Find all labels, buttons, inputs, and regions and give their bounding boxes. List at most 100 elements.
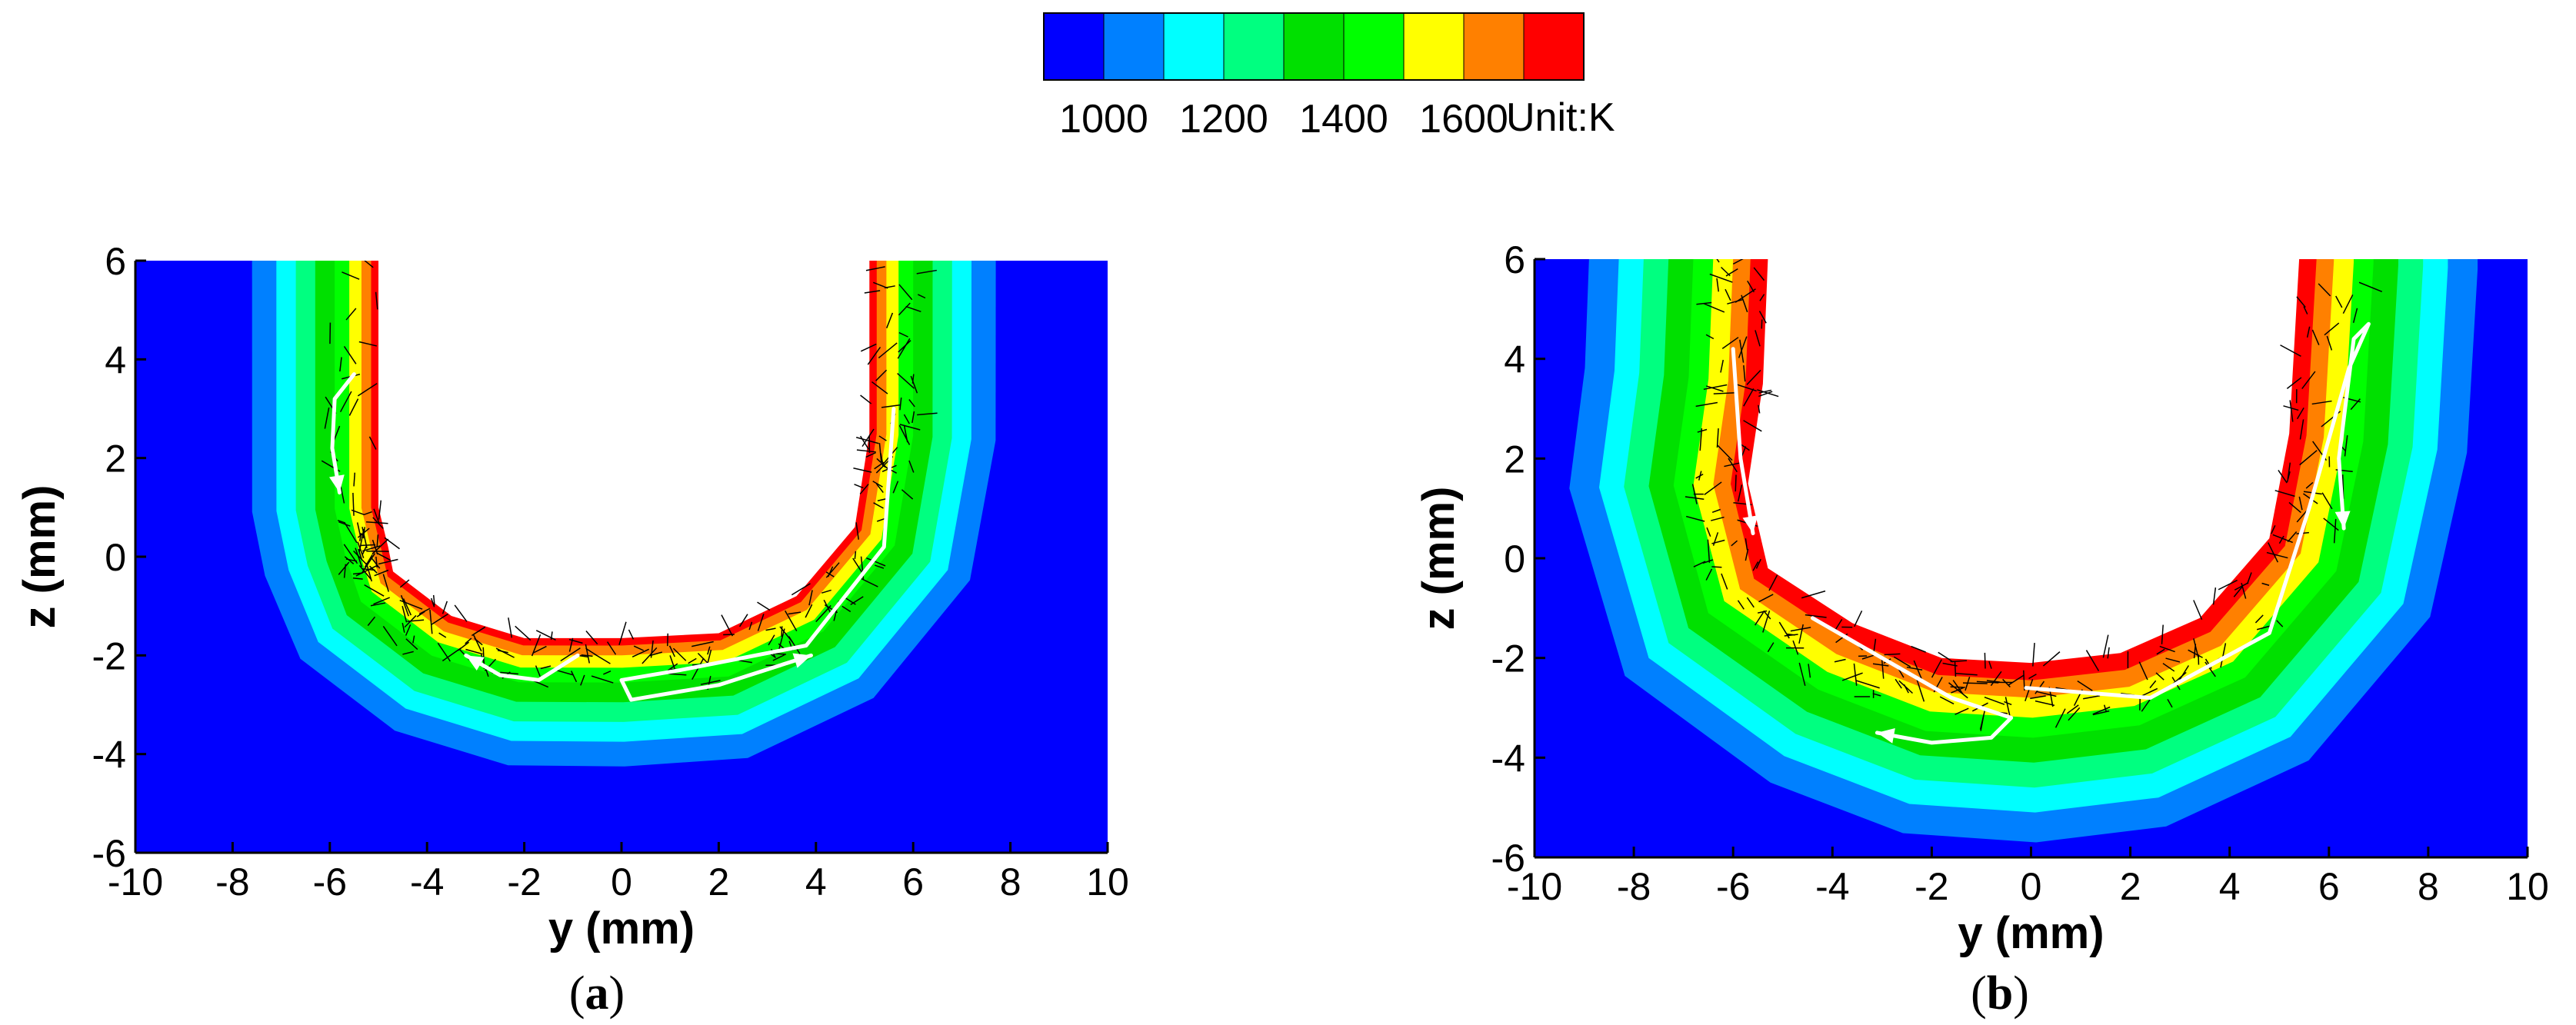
velocity-vector xyxy=(1759,294,1765,301)
velocity-vector xyxy=(2286,377,2302,389)
velocity-vector xyxy=(897,338,911,359)
velocity-vector xyxy=(765,627,776,631)
velocity-vector xyxy=(355,564,378,577)
velocity-vector xyxy=(1768,574,1778,591)
velocity-vector xyxy=(581,654,593,657)
velocity-vector xyxy=(585,644,590,664)
velocity-vector xyxy=(898,424,911,445)
velocity-vector xyxy=(1834,658,1846,663)
velocity-vector xyxy=(2241,583,2247,599)
velocity-vector xyxy=(2344,435,2348,457)
x-tick-label: -4 xyxy=(1815,865,1849,908)
velocity-vector xyxy=(2032,642,2035,667)
velocity-vector xyxy=(402,606,408,623)
velocity-vector xyxy=(339,391,352,413)
velocity-vector xyxy=(884,285,895,289)
velocity-vector xyxy=(372,517,384,529)
velocity-vector xyxy=(2311,329,2320,345)
velocity-vector xyxy=(1741,295,1748,313)
velocity-vector xyxy=(757,601,771,611)
velocity-vector xyxy=(2299,450,2318,466)
velocity-vector xyxy=(918,294,926,299)
velocity-vector xyxy=(382,625,398,647)
velocity-vector xyxy=(886,312,894,328)
velocity-vector xyxy=(473,634,482,652)
velocity-vector xyxy=(2278,470,2288,484)
y-axis-label: z (mm) xyxy=(1414,487,1464,631)
velocity-vector xyxy=(873,502,884,509)
velocity-vector xyxy=(2193,638,2199,658)
y-axis-label: z (mm) xyxy=(15,485,65,629)
velocity-vector xyxy=(2155,672,2164,681)
colorbar-tick-label: 1400 xyxy=(1299,97,1388,141)
velocity-vector xyxy=(2246,572,2252,584)
velocity-vector xyxy=(2212,587,2217,605)
velocity-vector xyxy=(781,626,783,637)
velocity-vector xyxy=(1988,661,1992,669)
x-tick-label: -4 xyxy=(410,860,444,904)
velocity-vector xyxy=(343,346,357,364)
velocity-vector xyxy=(339,357,342,372)
velocity-vector xyxy=(2342,294,2354,314)
velocity-vector xyxy=(1758,594,1774,603)
velocity-vector xyxy=(1913,660,1923,681)
velocity-vector xyxy=(429,609,433,634)
velocity-vector xyxy=(2149,680,2157,689)
velocity-vector xyxy=(1716,259,1720,263)
velocity-vector xyxy=(1735,474,1737,492)
velocity-vector xyxy=(1911,645,1926,653)
velocity-vector xyxy=(585,630,598,645)
velocity-vector xyxy=(344,522,358,544)
velocity-vector xyxy=(1702,559,1714,564)
velocity-vector xyxy=(1716,278,1720,292)
x-tick-label: 8 xyxy=(1000,860,1021,904)
panel-a: -10 -8 -6 -4 -2 0 2 4 6 8 10 -6 -4 -2 0 2 4 6 y (mm) z (mm)… xyxy=(15,240,1129,1020)
velocity-vector xyxy=(2004,701,2012,706)
velocity-vector xyxy=(707,649,712,664)
velocity-vector xyxy=(1745,548,1749,561)
velocity-vector xyxy=(535,665,541,677)
velocity-vector xyxy=(865,451,876,458)
velocity-vector xyxy=(358,564,372,581)
velocity-vector xyxy=(642,647,658,664)
velocity-vector xyxy=(532,645,547,654)
velocity-vector xyxy=(1801,590,1826,599)
flow-arrowhead xyxy=(2334,511,2351,529)
velocity-vector xyxy=(2161,624,2164,644)
velocity-vector xyxy=(668,673,687,676)
velocity-vector xyxy=(2321,492,2333,510)
velocity-vector xyxy=(356,522,362,538)
y-tick-label: 6 xyxy=(105,240,126,283)
velocity-vector xyxy=(1746,597,1755,608)
velocity-vector xyxy=(405,638,418,651)
velocity-vector xyxy=(375,556,378,567)
velocity-vector xyxy=(2287,531,2298,543)
velocity-vector xyxy=(402,651,414,655)
velocity-vector xyxy=(1725,268,1738,277)
velocity-vector xyxy=(471,626,486,637)
y-tick-label: 6 xyxy=(1504,238,1525,281)
velocity-vector xyxy=(825,571,835,577)
velocity-vector xyxy=(2162,663,2175,672)
velocity-vector xyxy=(438,632,447,638)
velocity-vector xyxy=(815,604,831,623)
velocity-vector xyxy=(367,616,376,627)
velocity-vector xyxy=(854,484,864,489)
velocity-vector xyxy=(1931,659,1942,678)
velocity-vector xyxy=(785,610,798,631)
x-tick-label: -6 xyxy=(1716,865,1750,908)
velocity-vector xyxy=(632,648,650,657)
velocity-vector xyxy=(867,346,881,365)
velocity-vector xyxy=(364,261,374,268)
velocity-vector xyxy=(805,604,813,618)
x-tick-label: 4 xyxy=(2219,865,2241,908)
velocity-vector xyxy=(791,583,811,596)
velocity-vector xyxy=(1704,481,1722,495)
velocity-vector xyxy=(407,619,425,622)
velocity-vector xyxy=(738,614,748,627)
velocity-vector xyxy=(568,638,583,644)
velocity-vector xyxy=(1699,428,1703,451)
x-tick-label: 2 xyxy=(708,860,729,904)
velocity-vector xyxy=(1695,401,1718,408)
colorbar-swatch xyxy=(1103,12,1165,81)
